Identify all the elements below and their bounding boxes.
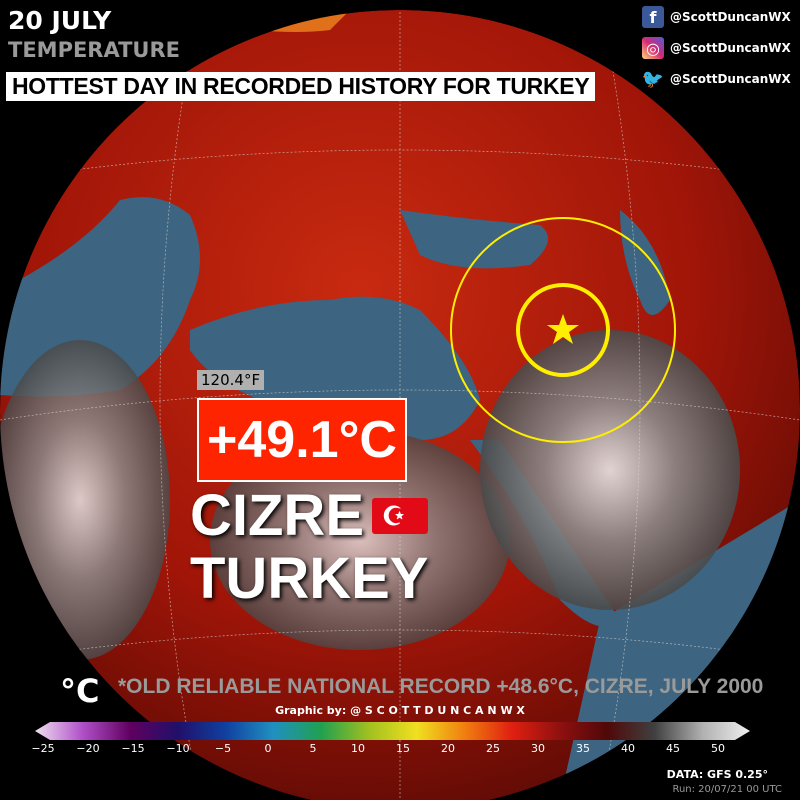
city-row: CIZRE ☪ [190, 482, 428, 549]
arabia-heat [480, 330, 740, 610]
social-handle: @ScottDuncanWX [670, 72, 791, 86]
colorbar-tick: 20 [441, 742, 455, 755]
colorbar-tick: 15 [396, 742, 410, 755]
data-source: DATA: GFS 0.25° [666, 768, 768, 781]
colorbar-tick: −15 [121, 742, 145, 755]
graphic-credit: Graphic by: @ S C O T T D U N C A N W X [275, 704, 525, 717]
colorbar-tick: 10 [351, 742, 365, 755]
scandinavia-region [120, 10, 360, 32]
colorbar-tick: 40 [621, 742, 635, 755]
colorbar [35, 722, 750, 740]
cizre-circle [516, 283, 610, 377]
colorbar-tick: −25 [31, 742, 55, 755]
variable-label: TEMPERATURE [8, 38, 180, 62]
atlantic-ocean [0, 197, 200, 397]
social-facebook[interactable]: f @ScottDuncanWX [642, 6, 791, 28]
run-time: Run: 20/07/21 00 UTC [672, 784, 782, 795]
colorbar-tick: 25 [486, 742, 500, 755]
colorbar-tick: 0 [264, 742, 272, 755]
social-handle: @ScottDuncanWX [670, 10, 791, 24]
colorbar-tick: 45 [666, 742, 680, 755]
colorbar-tick: 50 [711, 742, 725, 755]
date-label: 20 JULY [8, 6, 112, 35]
country-name: TURKEY [190, 546, 429, 611]
colorbar-tick: 30 [531, 742, 545, 755]
region-circle [450, 217, 676, 443]
colorbar-tick: −20 [76, 742, 100, 755]
celsius-value: +49.1°C [197, 398, 407, 482]
twitter-icon: 🐦 [641, 68, 665, 90]
colorbar-tick: −10 [166, 742, 190, 755]
headline: HOTTEST DAY IN RECORDED HISTORY FOR TURK… [6, 72, 596, 101]
colorbar-tick: 35 [576, 742, 590, 755]
social-handle: @ScottDuncanWX [670, 41, 791, 55]
city-name: CIZRE [190, 483, 364, 548]
colorbar-tick: −5 [214, 742, 232, 755]
sahara-central-heat [210, 430, 510, 650]
unit-label: °C [60, 672, 100, 710]
mediterranean-sea [190, 296, 480, 440]
social-instagram[interactable]: ◎ @ScottDuncanWX [642, 37, 791, 59]
fahrenheit-value: 120.4°F [197, 370, 265, 390]
turkey-flag-icon: ☪ [372, 497, 428, 534]
cizre-star-marker [547, 314, 579, 344]
facebook-icon: f [642, 6, 664, 28]
colorbar-tick: 5 [309, 742, 317, 755]
black-sea [400, 210, 548, 269]
caspian-sea [620, 210, 670, 315]
social-twitter[interactable]: 🐦 @ScottDuncanWX [642, 68, 791, 90]
instagram-icon: ◎ [642, 37, 664, 59]
record-note: *OLD RELIABLE NATIONAL RECORD +48.6°C, C… [118, 675, 764, 698]
